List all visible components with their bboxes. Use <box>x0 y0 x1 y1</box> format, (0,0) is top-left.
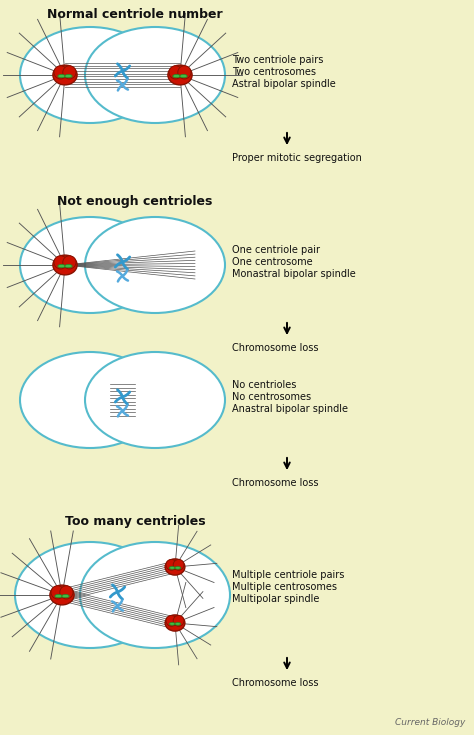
Ellipse shape <box>173 615 184 626</box>
Ellipse shape <box>165 615 185 631</box>
Ellipse shape <box>50 585 74 605</box>
Ellipse shape <box>54 65 67 79</box>
Text: Chromosome loss: Chromosome loss <box>232 678 319 688</box>
Text: Current Biology: Current Biology <box>395 718 465 727</box>
Text: Two centriole pairs: Two centriole pairs <box>232 55 323 65</box>
Text: Chromosome loss: Chromosome loss <box>232 478 319 488</box>
Text: Multipolar spindle: Multipolar spindle <box>232 594 319 604</box>
Text: No centrioles: No centrioles <box>232 380 296 390</box>
Ellipse shape <box>15 542 165 648</box>
Text: Monastral bipolar spindle: Monastral bipolar spindle <box>232 269 356 279</box>
Ellipse shape <box>169 567 175 569</box>
Text: Chromosome loss: Chromosome loss <box>232 343 319 353</box>
Ellipse shape <box>169 623 175 625</box>
Text: Multiple centrosomes: Multiple centrosomes <box>232 582 337 592</box>
Ellipse shape <box>58 74 65 78</box>
Text: No centrosomes: No centrosomes <box>232 392 311 402</box>
Ellipse shape <box>20 217 160 313</box>
Text: Proper mitotic segregation: Proper mitotic segregation <box>232 153 362 163</box>
Ellipse shape <box>63 256 76 269</box>
Ellipse shape <box>54 256 67 269</box>
Ellipse shape <box>166 615 177 626</box>
Text: Anastral bipolar spindle: Anastral bipolar spindle <box>232 404 348 414</box>
Ellipse shape <box>175 567 181 569</box>
Ellipse shape <box>65 74 72 78</box>
Ellipse shape <box>55 595 62 598</box>
Ellipse shape <box>166 559 177 570</box>
Ellipse shape <box>85 217 225 313</box>
Ellipse shape <box>178 65 191 79</box>
Ellipse shape <box>65 265 72 268</box>
Text: Multiple centriole pairs: Multiple centriole pairs <box>232 570 345 580</box>
Ellipse shape <box>20 27 160 123</box>
Ellipse shape <box>60 586 73 599</box>
Ellipse shape <box>180 74 187 78</box>
Ellipse shape <box>53 255 77 275</box>
Ellipse shape <box>165 559 185 575</box>
Ellipse shape <box>62 595 69 598</box>
Text: Not enough centrioles: Not enough centrioles <box>57 195 213 208</box>
Text: One centrosome: One centrosome <box>232 257 313 267</box>
Ellipse shape <box>53 65 77 85</box>
Text: Too many centrioles: Too many centrioles <box>64 515 205 528</box>
Ellipse shape <box>169 65 182 79</box>
Ellipse shape <box>168 65 192 85</box>
Text: Two centrosomes: Two centrosomes <box>232 67 316 77</box>
Ellipse shape <box>173 559 184 570</box>
Ellipse shape <box>85 27 225 123</box>
Text: One centriole pair: One centriole pair <box>232 245 320 255</box>
Ellipse shape <box>80 542 230 648</box>
Ellipse shape <box>173 74 180 78</box>
Ellipse shape <box>175 623 181 625</box>
Ellipse shape <box>58 265 65 268</box>
Ellipse shape <box>51 586 64 599</box>
Ellipse shape <box>20 352 160 448</box>
Ellipse shape <box>85 352 225 448</box>
Text: Normal centriole number: Normal centriole number <box>47 8 223 21</box>
Ellipse shape <box>63 65 76 79</box>
Text: Astral bipolar spindle: Astral bipolar spindle <box>232 79 336 89</box>
